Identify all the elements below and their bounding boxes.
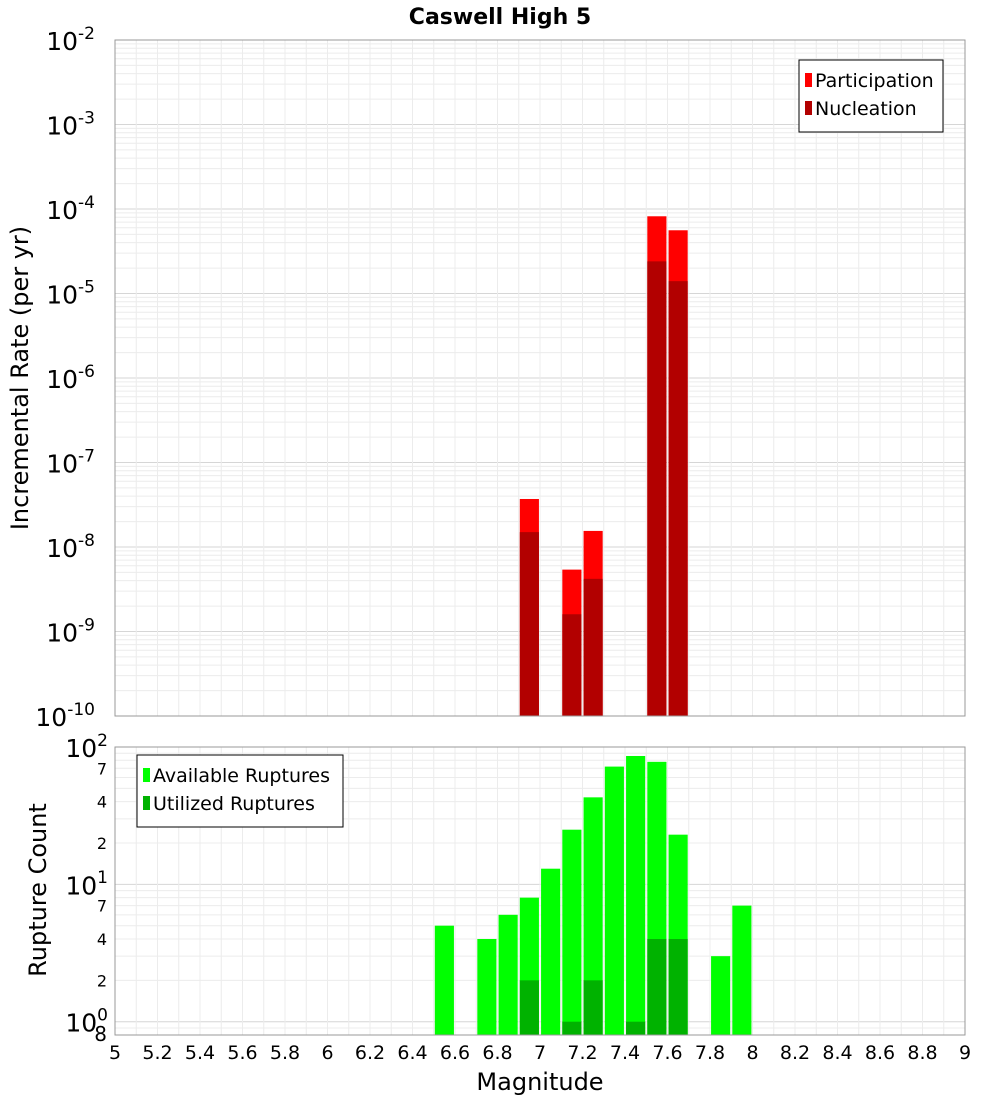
x-tick-label: 6.6	[440, 1042, 470, 1064]
x-tick-label: 6.4	[397, 1042, 427, 1064]
bottom-bar-available-ruptures	[711, 956, 731, 1035]
bottom-bar-utilized-ruptures	[647, 939, 667, 1035]
bottom-y-minor-label: 4	[97, 793, 107, 812]
top-legend-label: Nucleation	[815, 98, 917, 120]
bottom-plot: 100 101 102 8 2 4 7 2 4 7 5 5.2 5.4 5.6 5.8 6 6.2 6.4 6.6 6…	[65, 731, 971, 1064]
bottom-y-minor-label: 8	[94, 1022, 107, 1046]
top-y-tick-label: 10-7	[46, 446, 95, 478]
x-tick-label: 5.6	[227, 1042, 257, 1064]
bottom-y-minor-label: 2	[97, 971, 107, 990]
top-y-tick-label: 10-3	[46, 108, 95, 140]
x-tick-label: 5	[109, 1042, 121, 1064]
top-plot: 10-10 10-9 10-8 10-7 10-6 10-5 10-4 10-3 10-2 Par…	[35, 24, 966, 732]
top-bar-nucleation	[668, 281, 688, 716]
bottom-legend-swatch	[143, 768, 150, 782]
bottom-bar-available-ruptures	[562, 829, 582, 1035]
x-tick-label: 8.8	[907, 1042, 937, 1064]
bottom-bar-available-ruptures	[732, 905, 752, 1035]
top-y-tick-label: 10-10	[35, 700, 95, 732]
x-tick-label: 7	[534, 1042, 546, 1064]
top-legend	[798, 59, 944, 133]
bottom-bar-utilized-ruptures	[519, 980, 539, 1035]
bottom-bar-available-ruptures	[541, 868, 561, 1035]
x-tick-label: 6.8	[482, 1042, 512, 1064]
x-tick-label: 6.2	[355, 1042, 385, 1064]
bottom-y-minor-label: 7	[97, 897, 107, 916]
bottom-bar-available-ruptures	[604, 766, 624, 1035]
bottom-plot-frame	[114, 746, 966, 1036]
x-tick-label: 5.8	[270, 1042, 300, 1064]
x-tick-label: 7.6	[652, 1042, 682, 1064]
top-y-axis-label: Incremental Rate (per yr)	[6, 226, 34, 530]
top-y-tick-label: 10-9	[46, 615, 95, 647]
top-bar-nucleation	[562, 614, 582, 716]
bottom-bar-available-ruptures	[498, 914, 518, 1035]
bottom-bar-available-ruptures	[583, 797, 603, 1035]
x-tick-label: 7.8	[695, 1042, 725, 1064]
x-tick-label: 9	[959, 1042, 971, 1064]
bottom-y-minor-label: 4	[97, 930, 107, 949]
bottom-y-minor-label: 2	[97, 834, 107, 853]
top-y-tick-label: 10-5	[46, 277, 95, 309]
bottom-y-axis-label: Rupture Count	[24, 803, 52, 977]
x-tick-label: 7.4	[610, 1042, 640, 1064]
top-bar-nucleation	[583, 578, 603, 716]
bottom-bar-utilized-ruptures	[626, 1021, 646, 1035]
bottom-legend-swatch	[143, 796, 150, 810]
x-tick-label: 5.4	[185, 1042, 215, 1064]
x-tick-label: 7.2	[567, 1042, 597, 1064]
bottom-bar-available-ruptures	[477, 939, 497, 1035]
bottom-y-tick-label: 101	[65, 868, 108, 900]
bottom-y-tick-label: 100	[65, 1005, 108, 1037]
bottom-bar-utilized-ruptures	[583, 980, 603, 1035]
x-tick-label: 8.2	[780, 1042, 810, 1064]
top-bar-nucleation	[519, 532, 539, 716]
bottom-y-minor-label: 7	[97, 759, 107, 778]
top-y-tick-label: 10-6	[46, 362, 95, 394]
top-legend-label: Participation	[815, 70, 934, 92]
bottom-bar-utilized-ruptures	[668, 939, 688, 1035]
x-tick-label: 5.2	[142, 1042, 172, 1064]
chart-title: Caswell High 5	[409, 5, 591, 30]
bottom-bar-available-ruptures	[626, 755, 646, 1035]
bottom-bar-utilized-ruptures	[562, 1021, 582, 1035]
top-plot-frame	[114, 39, 966, 717]
top-bar-nucleation	[647, 261, 667, 716]
top-y-tick-label: 10-4	[46, 193, 95, 225]
top-y-tick-label: 10-2	[46, 24, 95, 56]
bottom-legend	[136, 754, 344, 828]
x-tick-label: 6	[321, 1042, 333, 1064]
bottom-bar-available-ruptures	[434, 925, 454, 1035]
x-tick-label: 8.4	[822, 1042, 852, 1064]
bottom-legend-label: Utilized Ruptures	[153, 793, 315, 815]
x-tick-label: 8.6	[865, 1042, 895, 1064]
x-axis-label: Magnitude	[476, 1068, 603, 1096]
top-y-tick-label: 10-8	[46, 531, 95, 563]
bottom-y-tick-label: 102	[65, 731, 108, 763]
x-tick-label: 8	[746, 1042, 758, 1064]
top-legend-swatch	[805, 73, 812, 87]
top-legend-swatch	[805, 101, 812, 115]
bottom-legend-label: Available Ruptures	[153, 765, 330, 787]
